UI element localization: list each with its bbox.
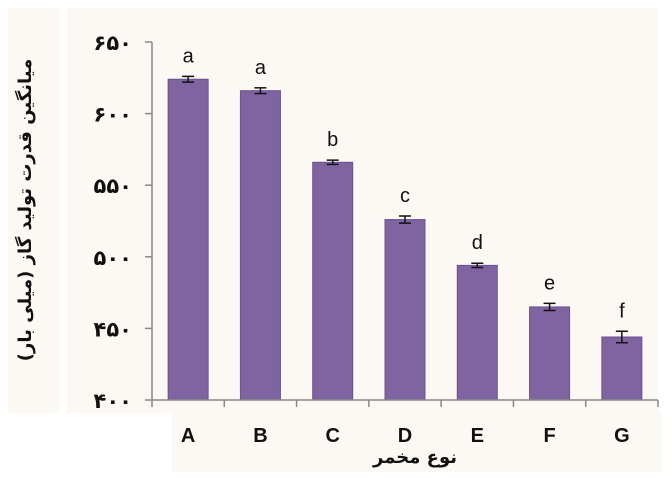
y-tick-label: ۶۵۰ xyxy=(94,31,132,55)
significance-letter: d xyxy=(472,232,483,254)
significance-letter: a xyxy=(255,57,267,79)
bar-F xyxy=(529,306,571,401)
significance-letter: e xyxy=(544,272,555,294)
xlabel-background xyxy=(172,412,662,472)
x-category-label: A xyxy=(181,425,195,447)
x-category-label: G xyxy=(614,425,630,447)
annotations-group: a a b c d e f xyxy=(183,45,625,322)
y-tick-label: ۵۰۰ xyxy=(94,246,132,270)
y-axis-title: میانگین قدرت تولید گاز (میلی بار) xyxy=(14,59,36,362)
bar-D xyxy=(384,219,426,401)
x-ticks-group xyxy=(151,400,659,407)
y-tick-label: ۵۵۰ xyxy=(94,174,132,198)
error-bar-F xyxy=(543,302,556,312)
significance-letter: c xyxy=(400,185,410,207)
bar-G xyxy=(601,336,643,401)
category-labels-group: A B C D E F G xyxy=(181,425,630,447)
error-bars-group xyxy=(182,75,628,344)
error-bar-E xyxy=(471,262,484,269)
error-bar-G xyxy=(615,330,628,344)
y-tick-label: ۴۰۰ xyxy=(94,389,132,413)
x-category-label: D xyxy=(398,425,412,447)
bar-A xyxy=(167,78,209,401)
x-axis-title: نوع مخمر xyxy=(372,447,457,468)
error-bar-B xyxy=(254,87,267,95)
x-category-label: F xyxy=(543,425,555,447)
y-ticks-group: ۴۰۰ ۴۵۰ ۵۰۰ ۵۵۰ ۶۰۰ ۶۵۰ xyxy=(94,31,152,413)
x-category-label: E xyxy=(471,425,484,447)
bar-C xyxy=(312,161,354,401)
error-bar-C xyxy=(326,159,339,166)
significance-letter: f xyxy=(619,300,625,322)
bar-E xyxy=(456,264,498,401)
bars-group xyxy=(167,78,643,401)
significance-letter: b xyxy=(327,129,338,151)
ylabel-background xyxy=(8,8,60,413)
error-bar-D xyxy=(399,215,411,224)
bar-B xyxy=(239,90,281,401)
x-category-label: B xyxy=(253,425,267,447)
x-category-label: C xyxy=(325,425,339,447)
y-tick-label: ۶۰۰ xyxy=(94,103,132,127)
y-tick-label: ۴۵۰ xyxy=(94,317,132,341)
significance-letter: a xyxy=(183,45,195,67)
error-bar-A xyxy=(182,75,195,83)
